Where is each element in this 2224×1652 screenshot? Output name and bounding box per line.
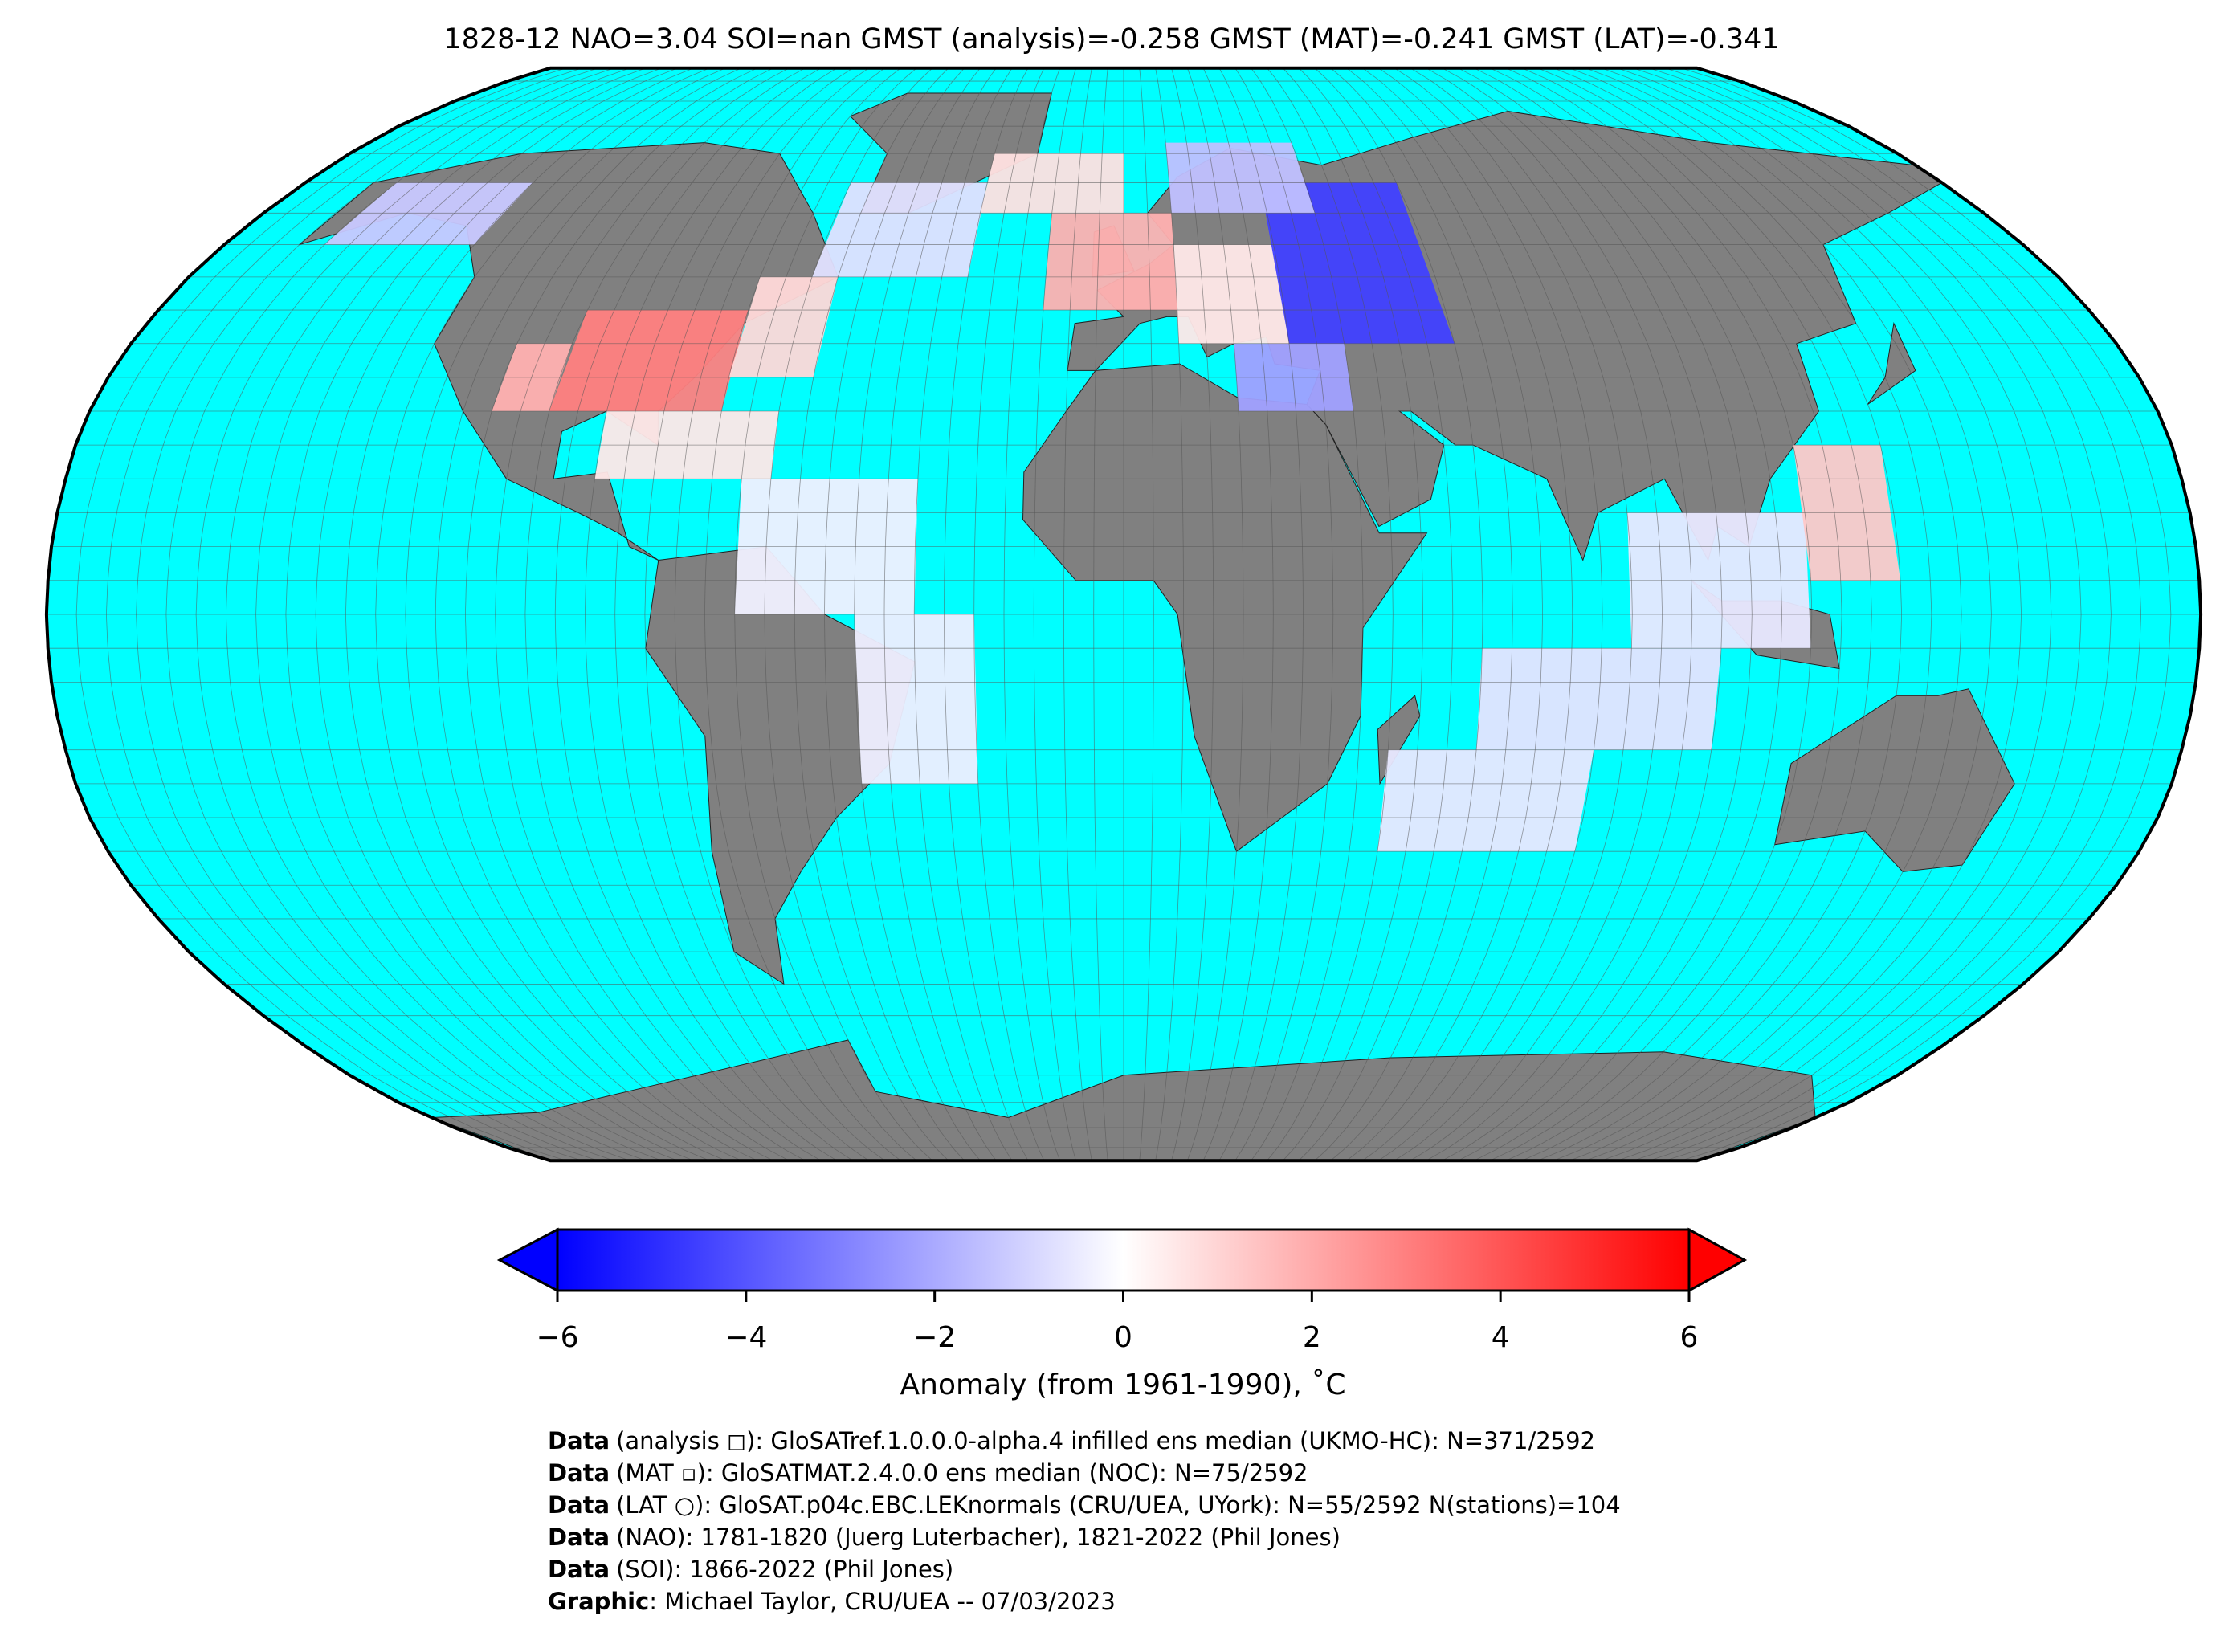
colorbar-tick-label: 4 (1492, 1321, 1510, 1354)
anomaly-cell (1259, 182, 1455, 344)
credit-label: Data (548, 1491, 610, 1519)
colorbar-tick-label: 0 (1114, 1321, 1132, 1354)
credit-label: Data (548, 1427, 610, 1454)
colorbar-high-extension (1687, 1227, 1748, 1293)
continent (645, 546, 916, 985)
anomaly-cell (1377, 749, 1594, 852)
graticule (46, 67, 2202, 1161)
colorbar-low-extension (496, 1227, 559, 1293)
anomaly-cell (812, 182, 988, 277)
map (46, 67, 2202, 1161)
anomaly-cell (980, 153, 1124, 214)
map-outline (44, 66, 2203, 1163)
credit-line: Data (LAT ○): GloSAT.p04c.EBC.LEKnormals … (548, 1491, 1621, 1519)
anomaly-cell (728, 276, 839, 377)
colorbar-tick-label: 2 (1303, 1321, 1321, 1354)
credit-label: Data (548, 1459, 610, 1487)
title: 1828-12 NAO=3.04 SOI=nan GMST (analysis)… (443, 23, 1779, 55)
colorbar-tick-label: −4 (724, 1321, 767, 1354)
credit-label: Graphic (548, 1588, 649, 1615)
anomaly-cell (1165, 142, 1315, 214)
colorbar-tick-label: 6 (1680, 1321, 1699, 1354)
colorbar: −6 −4 −2 0 2 4 6 (496, 1227, 1748, 1354)
credit-line: Data (analysis ◻): GloSATref.1.0.0.0-alph… (548, 1427, 1595, 1454)
anomaly-cell (854, 614, 978, 784)
credit-text: : Michael Taylor, CRU/UEA -- 07/03/2023 (649, 1588, 1116, 1615)
credit-label: Data (548, 1556, 610, 1583)
anomaly-cell (1043, 213, 1177, 311)
credit-line: Data (SOI): 1866-2022 (Phil Jones) (548, 1556, 953, 1583)
credits: Data (analysis ◻): GloSATref.1.0.0.0-alph… (548, 1427, 1621, 1615)
credit-text: (NAO): 1781-1820 (Juerg Luterbacher), 18… (616, 1524, 1341, 1551)
credit-text: (LAT ○): GloSAT.p04c.EBC.LEKnormals (CRU… (616, 1491, 1621, 1519)
credit-text: (analysis ◻): GloSATref.1.0.0.0-alpha.4 … (616, 1427, 1595, 1454)
anomaly-cell (1173, 244, 1289, 344)
colorbar-label: Anomaly (from 1961-1990), ˚C (900, 1369, 1346, 1401)
continent (1774, 688, 2015, 872)
colorbar-tick-label: −2 (913, 1321, 956, 1354)
credit-text: (SOI): 1866-2022 (Phil Jones) (616, 1556, 953, 1583)
credit-line: Data (MAT ▫): GloSATMAT.2.4.0.0 ens media… (548, 1459, 1308, 1487)
credit-line: Graphic: Michael Taylor, CRU/UEA -- 07/0… (548, 1588, 1116, 1615)
anomaly-cell (324, 182, 533, 245)
colorbar-body (556, 1228, 1691, 1292)
colorbar-tick-label: −6 (536, 1321, 578, 1354)
credit-text: (MAT ▫): GloSATMAT.2.4.0.0 ens median (N… (616, 1459, 1308, 1487)
credit-label: Data (548, 1524, 610, 1551)
continent (1867, 321, 1916, 405)
credit-line: Data (NAO): 1781-1820 (Juerg Luterbacher)… (548, 1524, 1341, 1551)
